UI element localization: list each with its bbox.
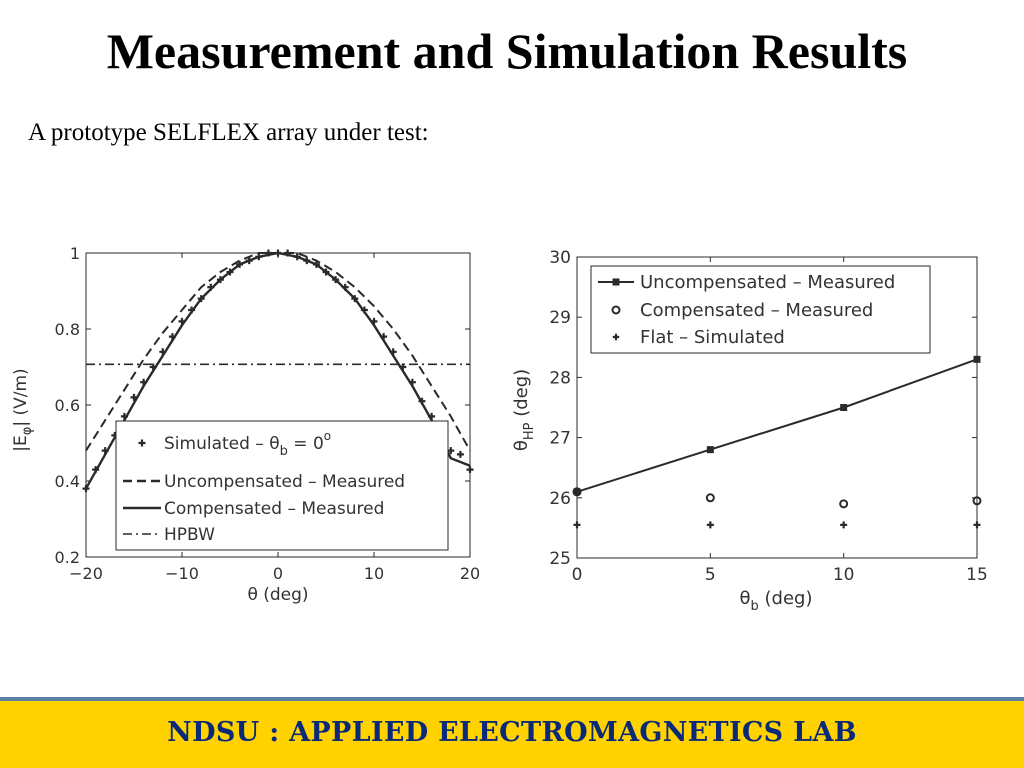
left-y-tick-label: 0.2 bbox=[55, 548, 80, 567]
slide-title: Measurement and Simulation Results bbox=[106, 23, 908, 79]
right-line-uncompensated-measured bbox=[576, 358, 978, 493]
right-legend: Uncompensated – Measured Compensated – Me… bbox=[590, 265, 931, 354]
right-point-flat-simulated bbox=[840, 521, 848, 529]
right-y-tick-label: 30 bbox=[549, 248, 571, 268]
right-y-tick-label: 27 bbox=[549, 429, 571, 449]
left-point-simulated-b-0 bbox=[303, 257, 311, 265]
left-point-simulated-b-0 bbox=[322, 268, 330, 276]
right-y-tick-label: 28 bbox=[549, 368, 571, 388]
left-point-simulated-b-0 bbox=[360, 306, 368, 314]
right-x-axis-label: θb (deg) bbox=[740, 588, 813, 614]
left-x-tick-label: 20 bbox=[460, 564, 480, 583]
right-x-tick-label: 5 bbox=[705, 565, 716, 585]
footer-banner: NDSU : APPLIED ELECTROMAGNETICS LAB bbox=[0, 697, 1024, 768]
left-point-simulated-b-0 bbox=[197, 295, 205, 303]
field-pattern-chart: −20 −10 0 10 200.20.40.60.81 θ (deg) |Eφ| (V… bbox=[11, 244, 480, 605]
left-legend-label: HPBW bbox=[164, 525, 215, 545]
left-point-simulated-b-0 bbox=[178, 317, 186, 325]
right-y-tick-label: 25 bbox=[549, 549, 571, 569]
left-point-simulated-b-0 bbox=[255, 253, 263, 261]
left-point-simulated-b-0 bbox=[188, 306, 196, 314]
left-point-simulated-b-0 bbox=[332, 276, 340, 284]
left-point-simulated-b-0 bbox=[149, 363, 157, 371]
left-y-tick-label: 0.4 bbox=[55, 472, 80, 491]
left-x-tick-label: 10 bbox=[364, 564, 384, 583]
left-point-simulated-b-0 bbox=[245, 257, 253, 265]
left-y-tick-label: 1 bbox=[70, 244, 80, 263]
slide-subtitle: A prototype SELFLEX array under test: bbox=[28, 119, 429, 146]
right-x-tick-label: 10 bbox=[833, 565, 855, 585]
right-legend-label: Uncompensated – Measured bbox=[640, 272, 895, 293]
left-x-axis-label: θ (deg) bbox=[247, 585, 308, 605]
right-x-tick-label: 15 bbox=[966, 565, 988, 585]
right-legend-swatch bbox=[611, 305, 621, 315]
left-point-simulated-b-0 bbox=[428, 412, 436, 420]
left-point-simulated-b-0 bbox=[312, 260, 320, 268]
left-point-simulated-b-0 bbox=[216, 276, 224, 284]
left-point-simulated-b-0 bbox=[207, 283, 215, 291]
right-y-tick-label: 29 bbox=[549, 308, 571, 328]
left-y-tick-label: 0.6 bbox=[55, 396, 80, 415]
left-point-simulated-b-0 bbox=[236, 260, 244, 268]
right-legend-swatch bbox=[612, 333, 620, 341]
left-point-simulated-b-0 bbox=[226, 268, 234, 276]
left-point-simulated-b-0 bbox=[101, 447, 109, 455]
halfpower-chart: 0 5 10 15 25 26 27 28 29 30 θb (deg) θHP (deg) Un… bbox=[511, 248, 988, 614]
left-point-simulated-b-0 bbox=[399, 363, 407, 371]
right-point-uncompensated-measured bbox=[706, 446, 714, 454]
left-legend-box bbox=[115, 420, 449, 551]
right-legend-label: Compensated – Measured bbox=[640, 300, 873, 321]
right-point-compensated-measured bbox=[705, 493, 715, 503]
right-point-flat-simulated bbox=[706, 521, 714, 529]
left-point-simulated-b-0 bbox=[418, 397, 426, 405]
left-legend-label: Compensated – Measured bbox=[164, 499, 384, 519]
left-legend-label: Uncompensated – Measured bbox=[164, 472, 405, 492]
right-y-tick-label: 26 bbox=[549, 489, 571, 509]
left-point-simulated-b-0 bbox=[408, 378, 416, 386]
footer-text: NDSU : APPLIED ELECTROMAGNETICS LAB bbox=[167, 717, 857, 748]
left-legend-swatch bbox=[138, 439, 146, 447]
right-plot-frame bbox=[576, 256, 978, 559]
left-x-tick-label: −20 bbox=[69, 564, 103, 583]
right-y-axis-label: θHP (deg) bbox=[511, 369, 537, 451]
right-x-tick-label: 0 bbox=[572, 565, 583, 585]
left-y-tick-label: 0.8 bbox=[55, 320, 80, 339]
right-legend-box bbox=[590, 265, 931, 354]
left-point-simulated-b-0 bbox=[92, 466, 100, 474]
left-point-simulated-b-0 bbox=[120, 412, 128, 420]
right-point-compensated-measured bbox=[839, 499, 849, 509]
right-legend-label: Flat – Simulated bbox=[640, 327, 785, 348]
left-point-simulated-b-0 bbox=[456, 450, 464, 458]
left-point-simulated-b-0 bbox=[130, 393, 138, 401]
left-point-simulated-b-0 bbox=[341, 283, 349, 291]
left-point-simulated-b-0 bbox=[159, 348, 167, 356]
left-point-simulated-b-0 bbox=[389, 348, 397, 356]
left-point-simulated-b-0 bbox=[140, 378, 148, 386]
left-x-tick-label: −10 bbox=[165, 564, 199, 583]
right-point-uncompensated-measured bbox=[840, 404, 848, 411]
left-point-simulated-b-0 bbox=[351, 295, 359, 303]
left-x-tick-label: 0 bbox=[273, 564, 283, 583]
left-point-simulated-b-0 bbox=[380, 333, 388, 341]
left-point-simulated-b-0 bbox=[370, 317, 378, 325]
right-legend-swatch bbox=[612, 278, 620, 286]
left-point-simulated-b-0 bbox=[293, 253, 301, 261]
left-point-simulated-b-0 bbox=[168, 333, 176, 341]
